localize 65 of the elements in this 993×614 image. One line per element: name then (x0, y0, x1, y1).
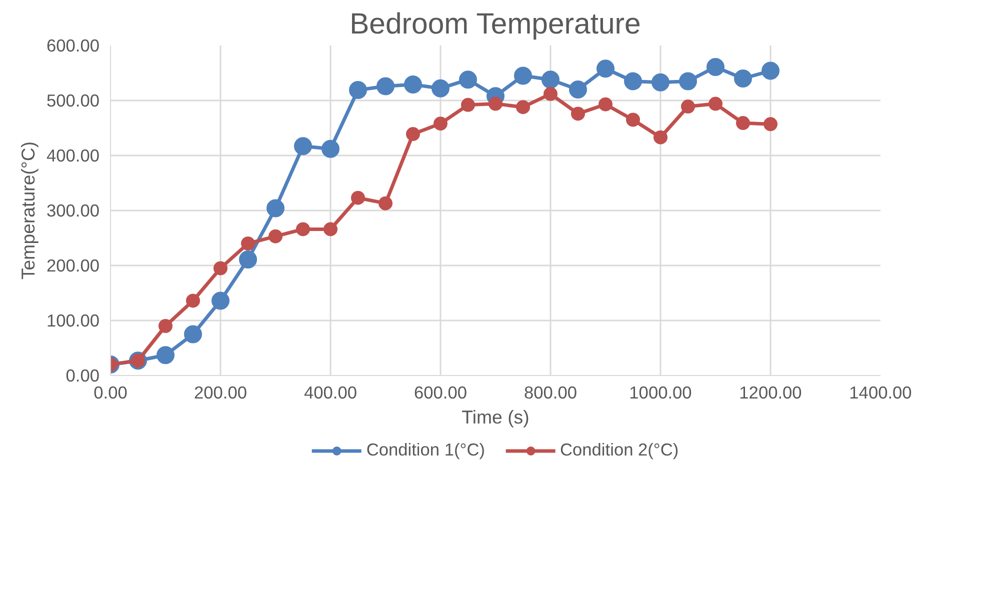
point (378, 196, 392, 210)
point (241, 236, 255, 250)
point (652, 73, 670, 92)
point (324, 222, 338, 236)
x-tick-label: 400.00 (304, 382, 357, 402)
y-tick-label: 300.00 (46, 200, 100, 220)
legend-label: Condition 1(°C) (366, 440, 485, 460)
point (762, 62, 780, 80)
point (406, 127, 420, 142)
point (186, 294, 200, 308)
point (158, 319, 172, 333)
x-tick-label: 0.00 (94, 382, 128, 402)
x-tick-label: 600.00 (414, 382, 467, 402)
legend-label: Condition 2(°C) (560, 440, 679, 460)
point (434, 116, 448, 131)
x-tick-label: 1200.00 (739, 382, 802, 402)
y-tick-label: 200.00 (46, 256, 100, 276)
point (514, 66, 532, 85)
point (322, 140, 340, 158)
point (432, 79, 450, 98)
point (708, 96, 722, 111)
point (214, 261, 228, 276)
y-tick-label: 0.00 (66, 366, 100, 386)
point (266, 199, 284, 218)
point (516, 100, 530, 114)
point (461, 98, 475, 112)
point (349, 81, 367, 100)
point (654, 130, 668, 144)
point (488, 96, 502, 111)
point (156, 346, 174, 364)
point (624, 72, 642, 90)
point (626, 112, 640, 127)
point (569, 80, 587, 98)
point (459, 70, 477, 89)
x-tick-label: 1000.00 (629, 382, 692, 402)
point (294, 137, 312, 156)
x-tick-label: 800.00 (524, 382, 577, 402)
x-tick-label: 1400.00 (849, 382, 912, 402)
y-tick-label: 600.00 (46, 36, 100, 56)
point (296, 222, 310, 236)
point (706, 58, 724, 76)
point (239, 250, 257, 268)
point (598, 97, 612, 112)
point (184, 325, 202, 344)
point (542, 70, 560, 89)
x-axis-title: Time (s) (462, 406, 530, 428)
point (268, 229, 282, 244)
y-tick-label: 100.00 (46, 310, 100, 330)
y-axis-title: Temperature(°C) (18, 141, 38, 280)
point (681, 100, 695, 114)
point (376, 77, 394, 96)
point (734, 70, 752, 88)
point (679, 72, 697, 90)
point (404, 76, 422, 94)
y-tick-label: 400.00 (46, 146, 100, 166)
point (351, 190, 365, 205)
y-tick-label: 500.00 (46, 90, 100, 110)
chart-title: Bedroom Temperature (350, 8, 641, 40)
point (544, 86, 558, 101)
x-tick-label: 200.00 (194, 382, 247, 402)
point (212, 292, 230, 310)
point (596, 60, 614, 78)
point (571, 106, 585, 121)
point (736, 116, 750, 130)
point (764, 117, 778, 132)
